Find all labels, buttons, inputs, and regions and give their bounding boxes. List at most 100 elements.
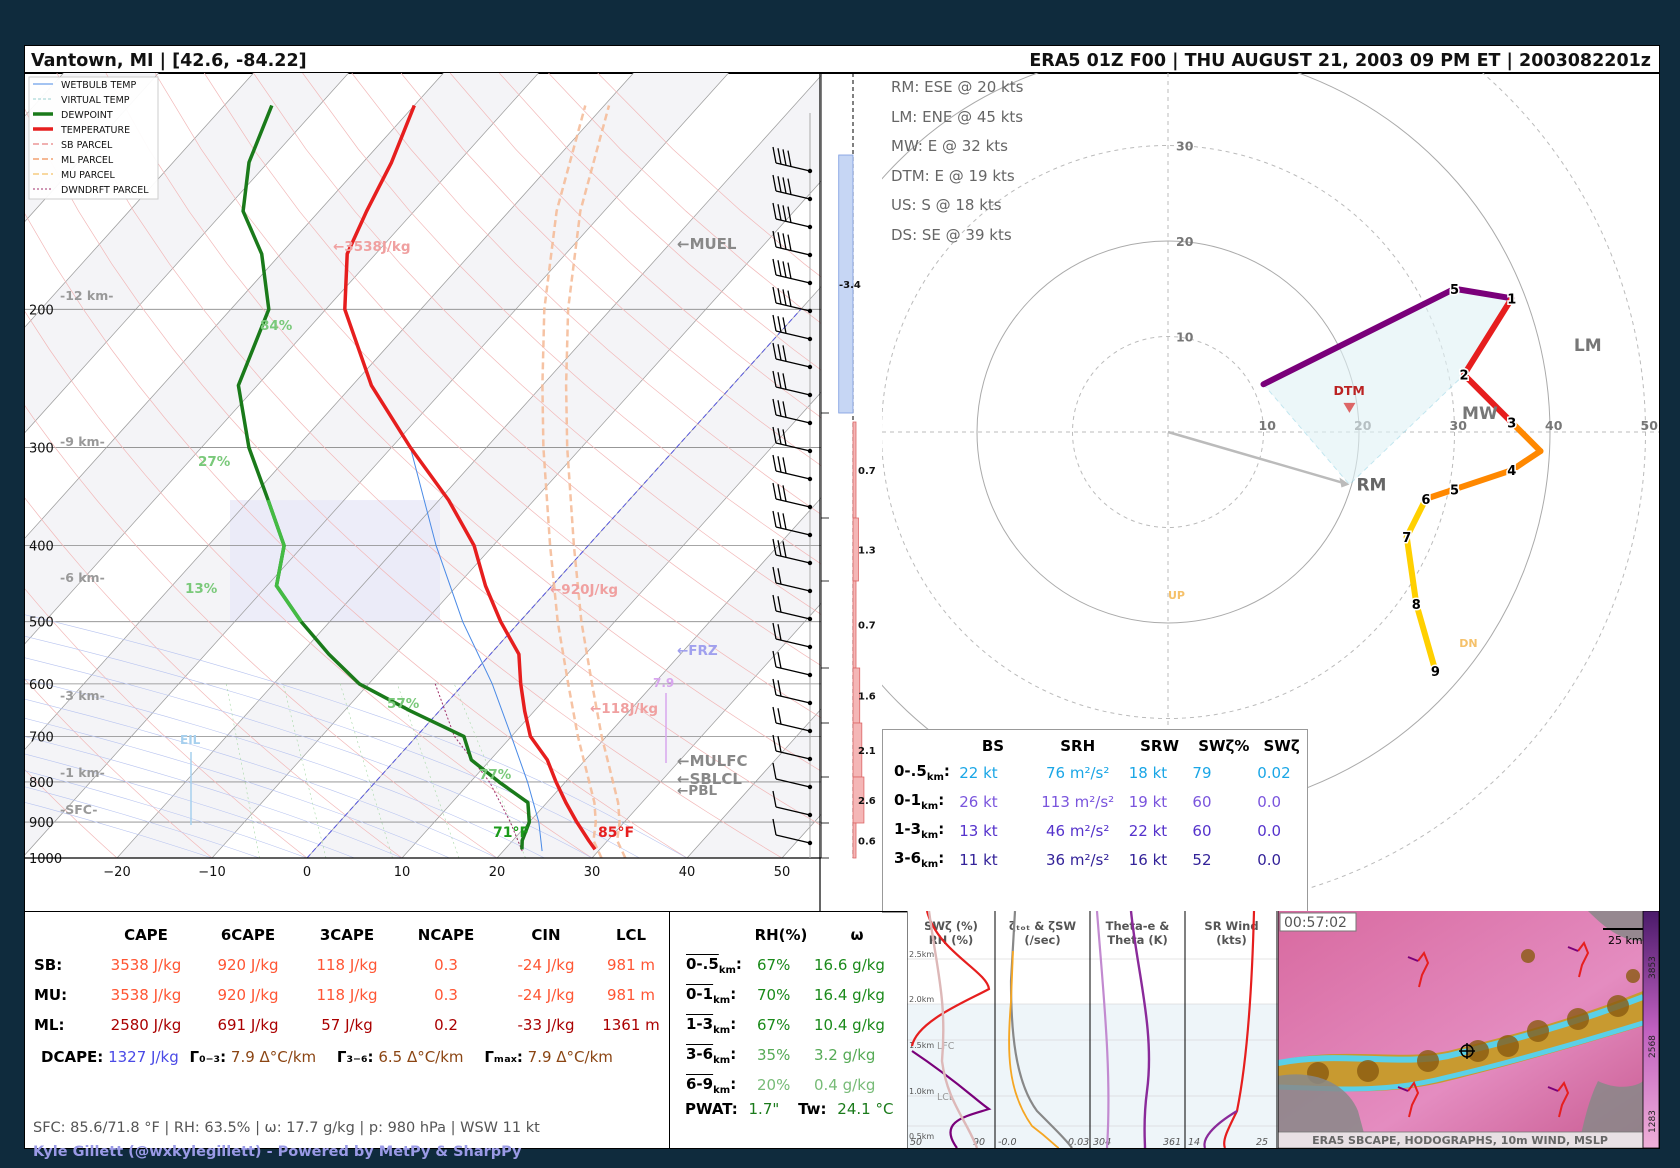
moist-adiabat: [25, 657, 593, 858]
profile-tick: 25: [1256, 1137, 1268, 1148]
isotherm: [25, 73, 444, 539]
colorbar: [1642, 911, 1659, 1148]
height-label: -12 km-: [60, 288, 113, 303]
moist-w: 3.2 g/kg: [814, 1046, 876, 1064]
moist-rh: 35%: [757, 1046, 791, 1064]
kin-bs: 11 kt: [959, 850, 998, 869]
wind-barb-shaft: [775, 778, 811, 788]
wind-barb-flag: [772, 342, 777, 360]
kin-header: SWζ%: [1198, 737, 1250, 755]
dry-adiabat: [25, 588, 308, 858]
hodograph-segment: [1451, 467, 1515, 493]
hodograph-segment: [1403, 495, 1429, 541]
storm-cell: [1521, 949, 1535, 963]
swz-curve: [910, 911, 991, 1047]
wind-barb-flag: [772, 286, 777, 304]
dry-adiabat: [154, 73, 821, 719]
wind-barb-shaft: [775, 610, 811, 620]
thermo-cin: -24 J/kg: [517, 956, 575, 974]
wind-barb-shaft: [775, 666, 811, 676]
kin-header: BS: [981, 737, 1005, 755]
wind-barb-flag: [787, 262, 792, 279]
hodograph-segment: [1461, 295, 1515, 378]
storm-motion-list: RM: ESE @ 20 kts LM: ENE @ 45 kts MW: E @ …: [891, 73, 1023, 250]
thermo-header: 3CAPE: [319, 926, 375, 944]
hodograph-point-label: 3: [1507, 416, 1516, 431]
wind-barb-flag: [782, 177, 787, 194]
layer-name: 0-1: [894, 791, 922, 809]
layer-name: 3-6: [686, 1044, 714, 1063]
layer-name: 0-1: [686, 984, 714, 1003]
wind-barb-flag: [772, 314, 777, 332]
eil-label: EIL: [180, 733, 201, 747]
storm-cell: [1417, 1050, 1439, 1072]
dry-adiabat: [25, 678, 213, 858]
lcl-label: LCL: [937, 1092, 955, 1103]
moist-rh: 67%: [757, 1016, 791, 1034]
wind-barb-flag: [772, 762, 777, 780]
wind-barb-flag: [782, 205, 787, 222]
wind-barb-shaft: [775, 190, 811, 200]
wetbulb-curve: [409, 447, 543, 852]
dtm-marker: DTM: [1333, 383, 1364, 398]
layer-name: 0-.5: [894, 762, 927, 780]
corner-cell: [893, 734, 958, 758]
layer-unit: km: [921, 830, 939, 841]
thermo-cape: 2580 J/kg: [110, 1016, 182, 1034]
rh-label: 84%: [260, 318, 293, 334]
height-label: -1 km-: [60, 765, 105, 780]
pressure-tick-label: 900: [29, 816, 54, 831]
pressure-tick-label: 200: [29, 303, 54, 318]
legend-entry: MU PARCEL: [61, 170, 116, 181]
hodograph-segment: [1451, 285, 1515, 302]
hodograph-segment: [1422, 486, 1458, 502]
wind-barb-flag: [777, 540, 782, 557]
wind-barb-shaft: [775, 302, 811, 312]
legend-entry: DWNDRFT PARCEL: [61, 185, 149, 196]
dcape-label: DCAPE:: [41, 1048, 104, 1066]
cape-label: ←920J/kg: [550, 582, 618, 598]
dry-adiabat: [105, 73, 821, 772]
dry-adiabat: [253, 73, 821, 615]
wind-barb-shaft: [775, 274, 811, 284]
hodo-ring: [882, 145, 1455, 719]
wind-barb-flag: [777, 596, 782, 613]
pressure-tick-label: 500: [29, 616, 54, 631]
run-info-title: ERA5 01Z F00 | THU AUGUST 21, 2003 09 PM…: [1029, 51, 1651, 71]
height-tick-label: 0.5km: [909, 1132, 934, 1141]
thermo-cape3: 118 J/kg: [316, 986, 378, 1004]
dry-adiabat: [204, 73, 821, 667]
hodograph-segment: [1508, 419, 1544, 455]
dewpoint-highlight: [266, 499, 303, 623]
wind-barb-flag: [777, 148, 782, 165]
wind-barb-flag: [777, 260, 782, 277]
moist-header: ω: [850, 926, 864, 944]
wind-barb-flag: [782, 429, 787, 446]
temperature-tick-label: −10: [198, 865, 225, 880]
wind-barb-flag: [772, 370, 777, 388]
up-marker: UP: [1168, 589, 1185, 602]
dry-adiabat: [25, 213, 688, 858]
hodograph-segment: [1260, 285, 1458, 388]
wind-barb-shaft: [775, 694, 811, 704]
thermo-ncape: 0.3: [434, 956, 458, 974]
wind-barb-flag: [772, 482, 777, 500]
pressure-tick-label: 800: [29, 776, 54, 791]
temperature-tick-label: 20: [489, 865, 506, 880]
dn-marker: DN: [1459, 637, 1477, 650]
rm-marker: RM: [1356, 476, 1386, 496]
moist-adiabat: [25, 636, 640, 858]
wind-barb-flag: [772, 426, 777, 444]
kin-swp: 52: [1192, 850, 1212, 869]
kin-sw: 0.0: [1257, 792, 1282, 811]
moist-w: 16.4 g/kg: [814, 986, 885, 1004]
moist-adiabat: [25, 786, 260, 858]
wind-barb-flag: [787, 234, 792, 251]
legend-entry: SB PARCEL: [61, 140, 113, 151]
land-gray: [1578, 1081, 1643, 1148]
shear-bar: [852, 822, 857, 859]
shear-bar: [838, 154, 854, 414]
wind-barb-flag: [777, 708, 782, 725]
kin-layer-label: 0-1km:: [894, 791, 945, 812]
thermo-ncape: 0.3: [434, 986, 458, 1004]
